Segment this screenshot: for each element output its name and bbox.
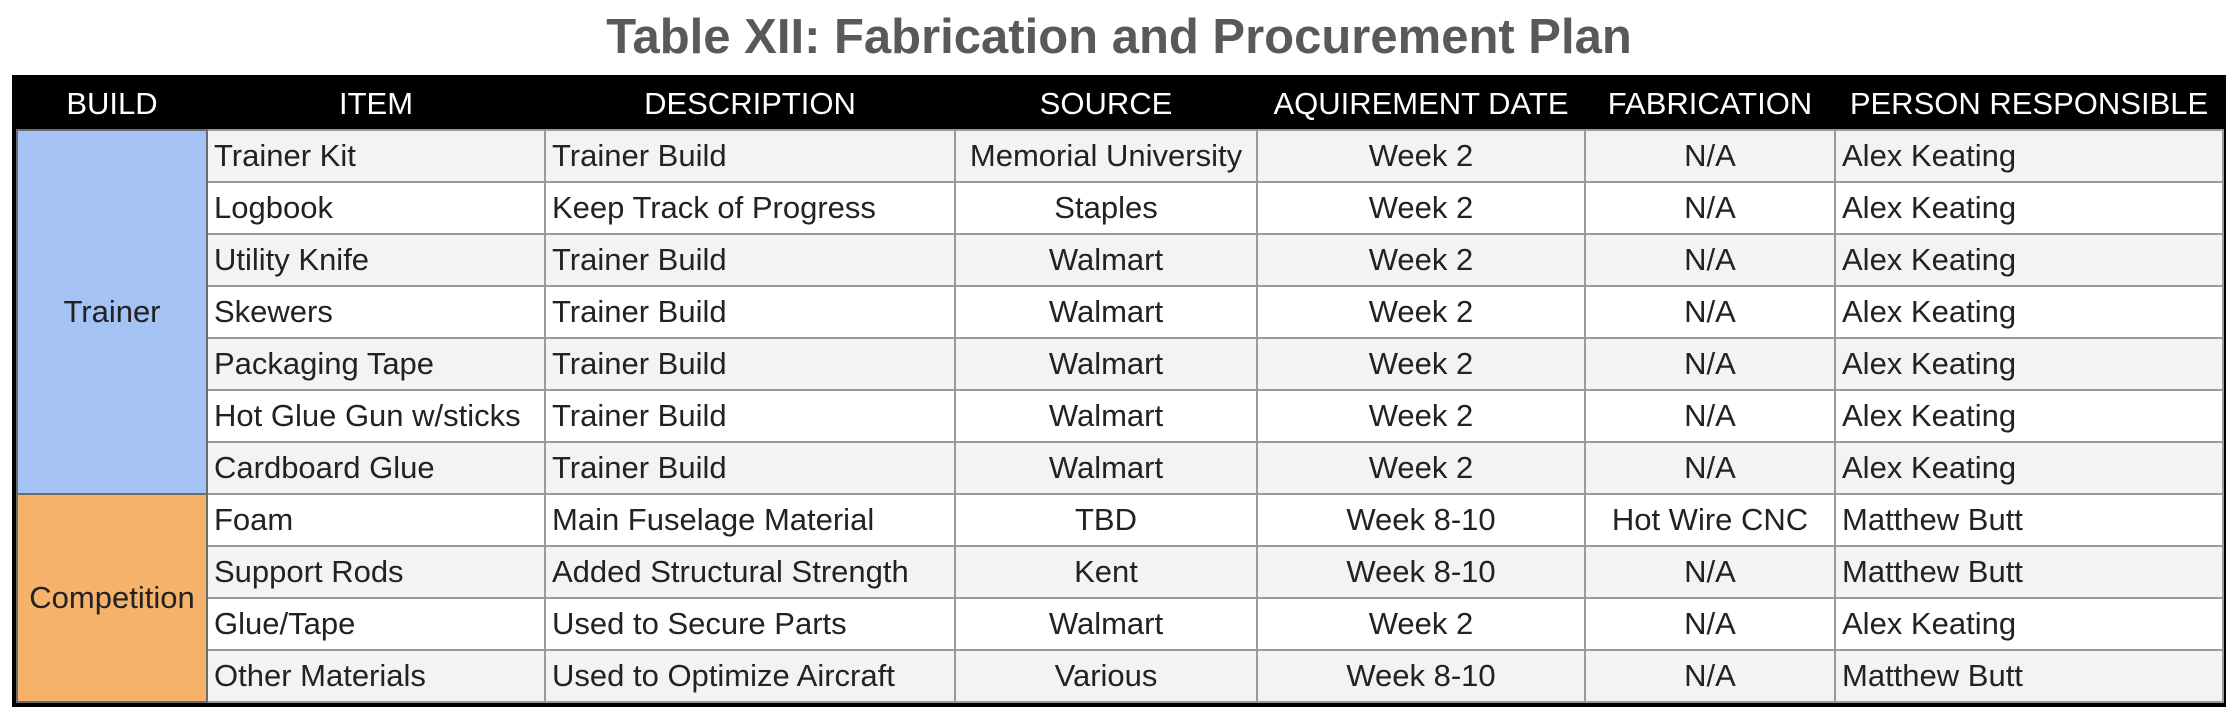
cell-source: TBD <box>954 493 1258 547</box>
header-source: SOURCE <box>955 79 1257 130</box>
cell-item: Support Rods <box>206 545 546 599</box>
cell-aquirement-date: Week 2 <box>1256 233 1586 287</box>
table-row: Support Rods Added Structural Strength Ken… <box>17 545 2224 599</box>
procurement-table: BUILD ITEM DESCRIPTION SOURCE AQUIREMENT… <box>16 79 2224 703</box>
cell-aquirement-date: Week 8-10 <box>1256 545 1586 599</box>
cell-item: Utility Knife <box>206 233 546 287</box>
cell-person-responsible: Alex Keating <box>1834 181 2224 235</box>
cell-aquirement-date: Week 2 <box>1256 181 1586 235</box>
cell-person-responsible: Alex Keating <box>1834 389 2224 443</box>
cell-fabrication: N/A <box>1584 545 1836 599</box>
cell-item: Foam <box>206 493 546 547</box>
cell-description: Trainer Build <box>544 389 956 443</box>
cell-aquirement-date: Week 8-10 <box>1256 649 1586 703</box>
cell-description: Trainer Build <box>544 441 956 495</box>
cell-aquirement-date: Week 2 <box>1256 597 1586 651</box>
cell-source: Walmart <box>954 337 1258 391</box>
header-aquirement-date: AQUIREMENT DATE <box>1257 79 1585 130</box>
cell-description: Used to Optimize Aircraft <box>544 649 956 703</box>
cell-person-responsible: Alex Keating <box>1834 129 2224 183</box>
cell-fabrication: N/A <box>1584 649 1836 703</box>
table-row: Other Materials Used to Optimize Aircraft… <box>17 649 2224 703</box>
cell-item: Cardboard Glue <box>206 441 546 495</box>
table-row: Skewers Trainer Build Walmart Week 2 N/A Alex… <box>17 285 2224 339</box>
cell-person-responsible: Alex Keating <box>1834 597 2224 651</box>
table-row: Competition Foam Main Fuselage Material TBD… <box>16 493 2224 703</box>
cell-description: Main Fuselage Material <box>544 493 956 547</box>
cell-person-responsible: Matthew Butt <box>1834 649 2224 703</box>
table-row: Trainer Trainer Kit Trainer Build Memorial … <box>16 129 2224 495</box>
cell-item: Logbook <box>206 181 546 235</box>
table-row: Logbook Keep Track of Progress Staples Week… <box>17 181 2224 235</box>
cell-source: Memorial University <box>954 129 1258 183</box>
header-item: ITEM <box>207 79 545 130</box>
cell-fabrication: N/A <box>1584 337 1836 391</box>
cell-source: Walmart <box>954 233 1258 287</box>
table-row: Cardboard Glue Trainer Build Walmart Week 2… <box>17 441 2224 495</box>
cell-source: Kent <box>954 545 1258 599</box>
table-frame: BUILD ITEM DESCRIPTION SOURCE AQUIREMENT… <box>12 75 2226 707</box>
cell-description: Trainer Build <box>544 129 956 183</box>
cell-fabrication: Hot Wire CNC <box>1584 493 1836 547</box>
cell-fabrication: N/A <box>1584 441 1836 495</box>
cell-fabrication: N/A <box>1584 285 1836 339</box>
header-row: BUILD ITEM DESCRIPTION SOURCE AQUIREMENT… <box>17 79 2223 130</box>
table-row: Packaging Tape Trainer Build Walmart Week 2… <box>17 337 2224 391</box>
cell-aquirement-date: Week 2 <box>1256 389 1586 443</box>
header-fabrication: FABRICATION <box>1585 79 1835 130</box>
cell-fabrication: N/A <box>1584 233 1836 287</box>
cell-aquirement-date: Week 2 <box>1256 285 1586 339</box>
cell-item: Glue/Tape <box>206 597 546 651</box>
table-row: Hot Glue Gun w/sticks Trainer Build Walmar… <box>17 389 2224 443</box>
table-body: Trainer Trainer Kit Trainer Build Memorial … <box>16 129 2224 703</box>
cell-source: Walmart <box>954 441 1258 495</box>
cell-item: Other Materials <box>206 649 546 703</box>
cell-aquirement-date: Week 8-10 <box>1256 493 1586 547</box>
cell-fabrication: N/A <box>1584 389 1836 443</box>
cell-item: Packaging Tape <box>206 337 546 391</box>
cell-description: Used to Secure Parts <box>544 597 956 651</box>
cell-person-responsible: Matthew Butt <box>1834 493 2224 547</box>
cell-description: Trainer Build <box>544 337 956 391</box>
cell-item: Hot Glue Gun w/sticks <box>206 389 546 443</box>
header-description: DESCRIPTION <box>545 79 955 130</box>
header-person-responsible: PERSON RESPONSIBLE <box>1835 79 2223 130</box>
cell-source: Walmart <box>954 597 1258 651</box>
build-group-competition: Competition <box>16 493 208 703</box>
cell-person-responsible: Matthew Butt <box>1834 545 2224 599</box>
table-title: Table XII: Fabrication and Procurement P… <box>606 10 1632 64</box>
cell-item: Skewers <box>206 285 546 339</box>
header-build: BUILD <box>17 79 207 130</box>
cell-fabrication: N/A <box>1584 597 1836 651</box>
cell-source: Staples <box>954 181 1258 235</box>
cell-aquirement-date: Week 2 <box>1256 337 1586 391</box>
cell-source: Walmart <box>954 285 1258 339</box>
cell-person-responsible: Alex Keating <box>1834 337 2224 391</box>
cell-source: Walmart <box>954 389 1258 443</box>
cell-aquirement-date: Week 2 <box>1256 129 1586 183</box>
cell-fabrication: N/A <box>1584 181 1836 235</box>
cell-description: Keep Track of Progress <box>544 181 956 235</box>
cell-person-responsible: Alex Keating <box>1834 233 2224 287</box>
cell-description: Added Structural Strength <box>544 545 956 599</box>
cell-source: Various <box>954 649 1258 703</box>
cell-description: Trainer Build <box>544 285 956 339</box>
cell-description: Trainer Build <box>544 233 956 287</box>
table-row: Glue/Tape Used to Secure Parts Walmart Week… <box>17 597 2224 651</box>
cell-fabrication: N/A <box>1584 129 1836 183</box>
cell-item: Trainer Kit <box>206 129 546 183</box>
cell-person-responsible: Alex Keating <box>1834 285 2224 339</box>
build-group-trainer: Trainer <box>16 129 208 495</box>
cell-person-responsible: Alex Keating <box>1834 441 2224 495</box>
cell-aquirement-date: Week 2 <box>1256 441 1586 495</box>
